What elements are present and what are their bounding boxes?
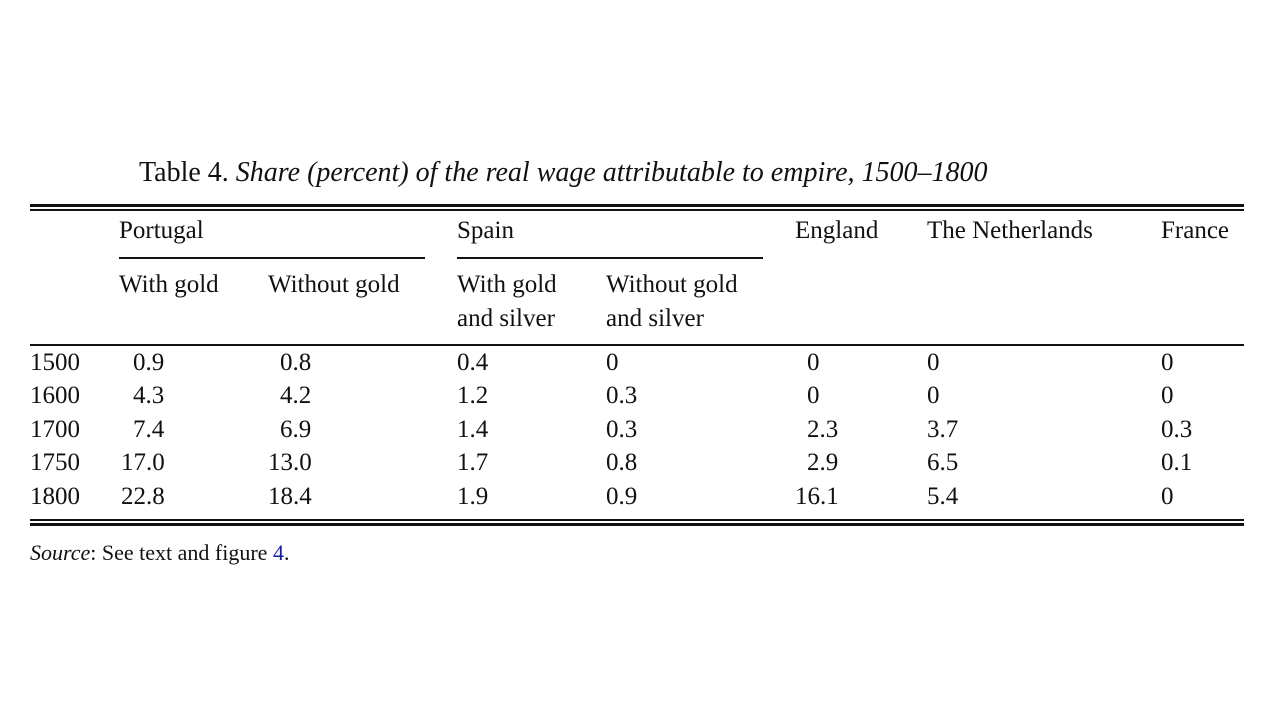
table-cell: 0.3	[606, 382, 638, 409]
header-england: England	[795, 217, 879, 244]
source-end: .	[283, 540, 290, 565]
year-cell: 1700	[30, 416, 80, 443]
table-cell: 13.0	[268, 449, 312, 476]
source-label: Source	[30, 540, 91, 565]
top-rule-inner	[30, 209, 1244, 211]
top-rule	[30, 204, 1244, 207]
bottom-rule-inner	[30, 519, 1244, 521]
table-caption: Table 4. Share (percent) of the real wag…	[139, 157, 988, 189]
table-cell: 0.9	[606, 483, 638, 510]
table-cell: 2.3	[807, 416, 839, 443]
figure-reference-link[interactable]: 4	[272, 540, 284, 565]
table-cell: 1.4	[457, 416, 489, 443]
table-cell: 3.7	[927, 416, 959, 443]
table-cell: 0	[807, 349, 820, 376]
table-cell: 0	[807, 382, 820, 409]
subheader-line: Without gold	[606, 271, 738, 298]
subheader-line: and silver	[457, 305, 555, 332]
table-cell: 7.4	[133, 416, 165, 443]
year-cell: 1800	[30, 483, 80, 510]
table-cell: 22.8	[121, 483, 165, 510]
spain-spanner-rule	[457, 257, 763, 259]
bottom-rule	[30, 523, 1244, 526]
subheader-line: and silver	[606, 305, 704, 332]
table-cell: 6.5	[927, 449, 959, 476]
table-cell: 6.9	[280, 416, 312, 443]
table-cell: 0.3	[1161, 416, 1193, 443]
source-text: : See text and figure	[90, 540, 273, 565]
subheader-spain-with-gold-silver: With gold and silver	[457, 268, 557, 336]
table-title: Share (percent) of the real wage attribu…	[235, 157, 988, 188]
table-cell: 4.2	[280, 382, 312, 409]
table-cell: 0	[1161, 483, 1174, 510]
year-cell: 1600	[30, 382, 80, 409]
table-cell: 0	[1161, 349, 1174, 376]
table-cell: 0.4	[457, 349, 489, 376]
table-cell: 0	[606, 349, 619, 376]
table-cell: 5.4	[927, 483, 959, 510]
header-netherlands: The Netherlands	[927, 217, 1093, 244]
year-cell: 1500	[30, 349, 80, 376]
source-note: Source: See text and figure 4.	[30, 540, 289, 566]
portugal-spanner-rule	[119, 257, 425, 259]
table-cell: 0.3	[606, 416, 638, 443]
header-portugal: Portugal	[119, 217, 204, 244]
table-cell: 0.9	[133, 349, 165, 376]
table-cell: 2.9	[807, 449, 839, 476]
table-label: Table 4.	[139, 157, 229, 188]
table-cell: 1.9	[457, 483, 489, 510]
subheader-line: With gold	[457, 271, 557, 298]
table-cell: 18.4	[268, 483, 312, 510]
table-cell: 0.8	[606, 449, 638, 476]
table-cell: 17.0	[121, 449, 165, 476]
subheader-portugal-with-gold: With gold	[119, 271, 219, 298]
table-cell: 16.1	[795, 483, 839, 510]
table-cell: 0	[927, 382, 940, 409]
table-cell: 0	[1161, 382, 1174, 409]
table-cell: 0	[927, 349, 940, 376]
table-cell: 1.2	[457, 382, 489, 409]
table-cell: 0.8	[280, 349, 312, 376]
subheader-spain-without-gold-silver: Without gold and silver	[606, 268, 738, 336]
table-cell: 0.1	[1161, 449, 1193, 476]
header-spain: Spain	[457, 217, 514, 244]
header-france: France	[1161, 217, 1230, 244]
year-cell: 1750	[30, 449, 80, 476]
subheader-portugal-without-gold: Without gold	[268, 271, 400, 298]
header-rule	[30, 344, 1244, 346]
table-cell: 4.3	[133, 382, 165, 409]
table-cell: 1.7	[457, 449, 489, 476]
